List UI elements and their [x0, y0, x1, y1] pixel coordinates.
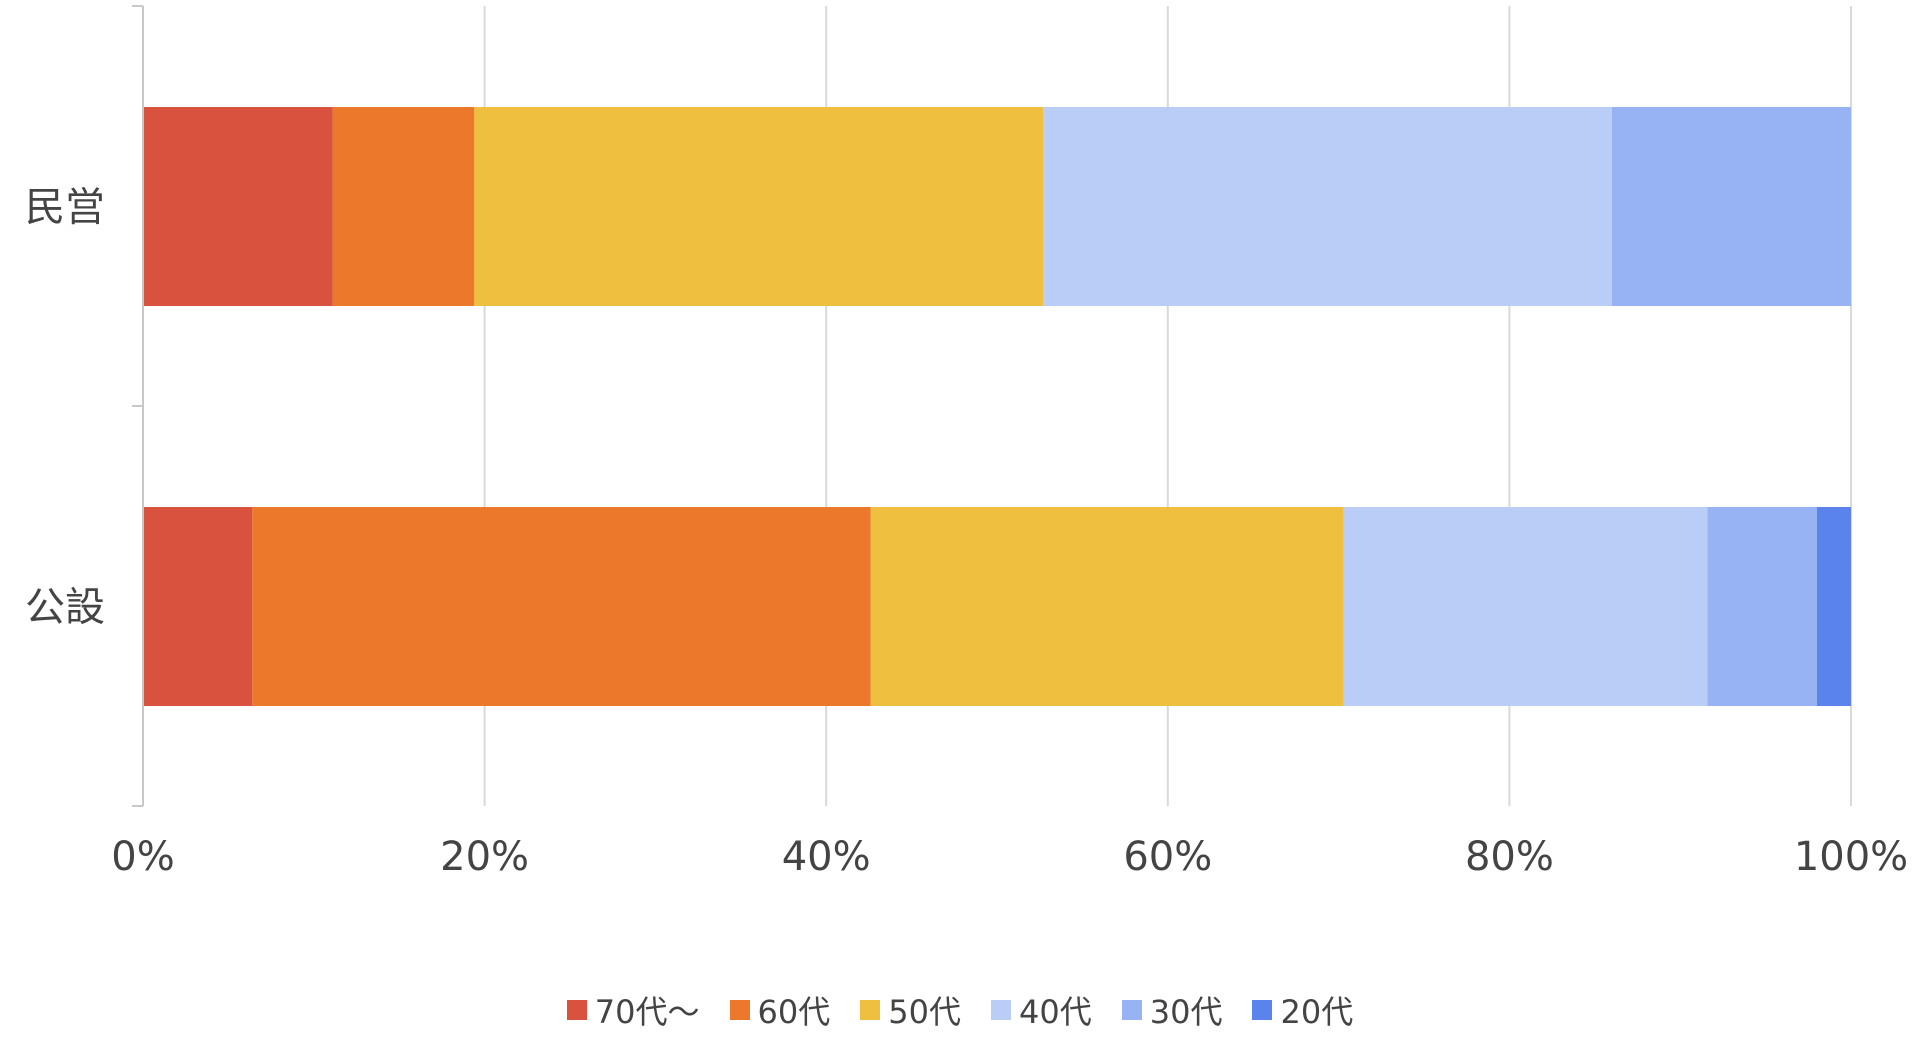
bar-segment: [1816, 507, 1851, 706]
legend-swatch: [729, 1000, 750, 1020]
legend-label: 20代: [1280, 993, 1354, 1031]
bar-segment: [252, 507, 871, 706]
bar-segment: [332, 107, 475, 306]
legend: 70代〜 60代 50代 40代 30代 20代: [0, 985, 1920, 1035]
legend-item: 30代: [1121, 987, 1223, 1033]
bar-segment: [143, 107, 333, 306]
legend-item: 40代: [991, 987, 1092, 1033]
x-tick-label: 60%: [1123, 834, 1212, 880]
legend-label: 70代〜: [594, 993, 700, 1031]
legend-swatch: [860, 1000, 881, 1020]
legend-swatch: [991, 1000, 1011, 1020]
legend-swatch: [1121, 1000, 1142, 1020]
category-axis: [132, 5, 144, 807]
bar-segment: [1343, 507, 1708, 706]
legend-item: 70代〜: [566, 987, 700, 1033]
legend-label: 50代: [888, 993, 961, 1031]
bar-segment: [1611, 107, 1851, 306]
x-tick-labels: 0% 20% 40% 60% 80% 100%: [111, 834, 1908, 880]
x-tick-label: 0%: [111, 834, 174, 880]
category-label: 公設: [25, 585, 105, 631]
x-tick-label: 80%: [1465, 834, 1554, 880]
legend-item: 50代: [860, 987, 961, 1033]
bar-segment: [1707, 507, 1817, 706]
legend-swatch: [1252, 1000, 1273, 1020]
legend-label: 30代: [1149, 993, 1223, 1031]
bar-segments: [143, 107, 1851, 706]
x-tick-label: 100%: [1794, 834, 1908, 880]
x-tick-label: 20%: [440, 834, 529, 880]
category-label: 民営: [25, 185, 105, 231]
legend-label: 60代: [757, 993, 831, 1031]
bar-segment: [1043, 107, 1612, 306]
bar-segment: [474, 107, 1044, 306]
legend-label: 40代: [1019, 993, 1092, 1031]
bar-segment: [143, 507, 253, 706]
legend-swatch: [566, 1000, 587, 1020]
legend-item: 60代: [729, 987, 831, 1033]
legend-item: 20代: [1252, 987, 1353, 1033]
bar-segment: [870, 507, 1344, 706]
x-tick-label: 40%: [782, 834, 871, 880]
